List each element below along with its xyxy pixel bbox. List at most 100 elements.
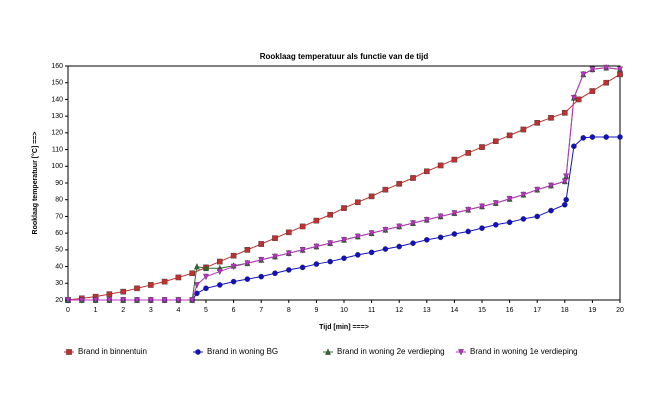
data-point xyxy=(230,278,237,285)
data-point xyxy=(189,270,196,277)
x-tick-label: 3 xyxy=(149,307,153,314)
x-tick-label: 1 xyxy=(94,307,98,314)
data-point xyxy=(617,134,623,140)
data-point xyxy=(313,243,320,251)
data-point xyxy=(437,234,444,241)
data-point xyxy=(106,291,113,297)
x-tick-label: 18 xyxy=(561,307,569,314)
y-tick-label: 100 xyxy=(51,163,63,170)
x-tick-label: 19 xyxy=(589,307,597,314)
data-point xyxy=(451,210,458,217)
data-point xyxy=(120,297,127,304)
data-point xyxy=(479,203,485,210)
legend-label: Brand in woning 2e verdieping xyxy=(337,347,445,356)
data-point xyxy=(465,206,472,214)
data-point xyxy=(161,297,168,304)
data-point xyxy=(382,186,389,193)
data-point xyxy=(580,135,587,141)
data-point xyxy=(603,79,609,86)
y-tick-label: 140 xyxy=(51,96,63,103)
data-point xyxy=(603,134,610,140)
x-tick-label: 0 xyxy=(66,307,70,314)
data-point xyxy=(563,173,570,180)
data-point xyxy=(272,235,278,241)
data-point xyxy=(506,132,513,139)
x-tick-label: 11 xyxy=(368,307,375,314)
data-point xyxy=(424,168,430,175)
data-point xyxy=(341,237,347,244)
data-point xyxy=(437,162,444,169)
data-point xyxy=(313,217,320,224)
y-tick-label: 40 xyxy=(55,263,63,270)
data-point xyxy=(570,94,577,102)
data-point xyxy=(327,211,334,218)
data-point xyxy=(230,263,237,271)
x-tick-label: 2 xyxy=(121,307,125,314)
chart-title: Rooklaag temperatuur als functie van de … xyxy=(260,52,429,61)
data-point xyxy=(410,240,416,246)
data-point xyxy=(354,252,361,258)
data-point xyxy=(355,199,361,206)
legend-marker xyxy=(195,349,201,355)
data-point xyxy=(244,247,251,253)
data-point xyxy=(147,297,154,304)
data-point xyxy=(396,223,403,231)
y-tick-label: 90 xyxy=(55,180,63,187)
data-point xyxy=(272,270,278,277)
y-tick-label: 130 xyxy=(51,113,63,120)
data-point xyxy=(534,186,541,194)
x-tick-label: 5 xyxy=(204,307,208,314)
x-tick-label: 6 xyxy=(232,307,236,314)
data-point xyxy=(285,267,292,273)
data-point xyxy=(534,213,541,220)
data-point xyxy=(341,205,347,211)
data-point xyxy=(203,285,209,292)
x-tick-label: 7 xyxy=(259,307,263,314)
data-point xyxy=(506,219,513,226)
data-point xyxy=(147,282,154,288)
data-point xyxy=(368,193,375,200)
data-point xyxy=(258,273,265,280)
data-point xyxy=(299,264,306,271)
data-point xyxy=(341,255,347,262)
data-point xyxy=(161,278,168,285)
y-tick-label: 160 xyxy=(51,63,63,70)
y-tick-label: 30 xyxy=(55,280,63,287)
data-point xyxy=(534,120,540,126)
data-point xyxy=(410,175,416,181)
legend-marker xyxy=(66,349,72,355)
x-tick-label: 9 xyxy=(314,307,318,314)
x-tick-label: 4 xyxy=(176,307,180,314)
data-point xyxy=(193,262,200,270)
x-tick-label: 17 xyxy=(533,307,541,314)
data-point xyxy=(244,276,251,282)
data-point xyxy=(589,66,596,73)
data-point xyxy=(368,230,375,237)
legend-marker xyxy=(458,349,464,356)
data-point xyxy=(410,220,416,227)
data-point xyxy=(589,88,596,94)
data-point xyxy=(580,71,587,78)
data-point xyxy=(327,240,334,247)
legend-marker xyxy=(325,348,331,355)
data-point xyxy=(299,247,306,254)
data-point xyxy=(571,143,577,150)
data-point xyxy=(244,260,251,267)
y-tick-label: 20 xyxy=(55,297,63,304)
y-axis-label: Rooklaag temperatuur [°C] ==> xyxy=(31,132,39,235)
x-tick-label: 20 xyxy=(616,307,624,314)
y-tick-label: 80 xyxy=(55,197,63,204)
data-point xyxy=(258,257,265,264)
x-tick-label: 13 xyxy=(423,307,431,314)
x-tick-label: 15 xyxy=(478,307,486,314)
y-tick-label: 110 xyxy=(52,146,63,153)
data-point xyxy=(78,297,85,304)
data-point xyxy=(479,144,485,150)
data-point xyxy=(313,261,320,267)
data-point xyxy=(437,213,444,221)
data-point xyxy=(189,297,196,304)
data-point xyxy=(368,249,375,256)
data-point xyxy=(563,196,569,203)
